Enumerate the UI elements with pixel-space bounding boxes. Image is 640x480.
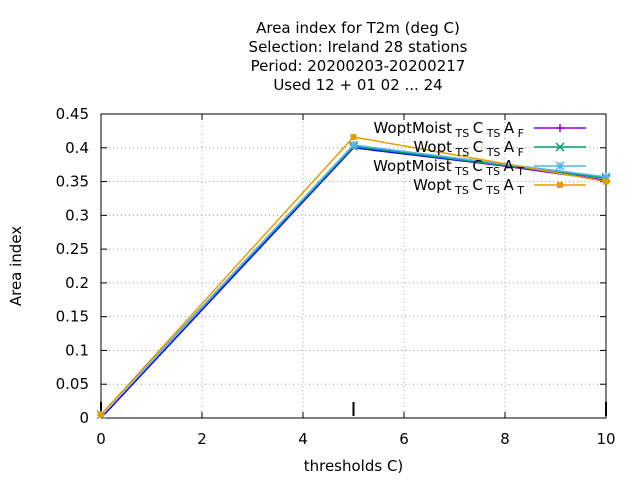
y-tick-label: 0.15 [56, 308, 89, 326]
chart-title: Area index for T2m (deg C)Selection: Ire… [249, 19, 468, 94]
legend-label: WoptMoist TS C TS A T [373, 157, 524, 178]
legend-label-part: Wopt [413, 176, 452, 194]
x-tick-label: 6 [399, 430, 409, 448]
legend-label: WoptMoist TS C TS A F [374, 119, 525, 140]
series-line-4 [100, 136, 607, 416]
legend-label-part: TS [452, 165, 473, 178]
x-tick-label: 8 [500, 430, 510, 448]
legend-label-part: TS [483, 127, 504, 140]
title-line: Used 12 + 01 02 ... 24 [273, 76, 442, 94]
legend-label-part: TS [452, 184, 473, 197]
data-point [350, 133, 357, 140]
title-line: Selection: Ireland 28 stations [249, 38, 468, 56]
legend-swatch-marker [557, 182, 563, 188]
legend-label-part: WoptMoist [373, 157, 452, 175]
title-line: Period: 20200203-20200217 [251, 57, 466, 75]
legend-label: Wopt TS C TS A T [413, 176, 524, 197]
y-tick-label: 0.4 [65, 139, 89, 157]
legend-label-part: Wopt [413, 138, 452, 156]
legend-label-part: A [504, 138, 515, 156]
series-line-2 [100, 145, 607, 416]
legend-label-part: C [473, 119, 483, 137]
legend-label-part: T [514, 165, 524, 178]
x-tick-label: 0 [96, 430, 106, 448]
y-tick-label: 0.1 [65, 341, 89, 359]
y-tick-label: 0.35 [56, 173, 89, 191]
y-axis-label: Area index [7, 226, 25, 306]
legend-label-part: TS [452, 127, 473, 140]
legend-label-part: TS [483, 146, 504, 159]
legend-label-part: TS [483, 184, 504, 197]
legend-label-part: C [472, 176, 482, 194]
legend: WoptMoist TS C TS A F Wopt TS C TS A F W… [373, 119, 586, 197]
x-tick-label: 10 [596, 430, 615, 448]
y-axis: 0 0.05 0.1 0.15 0.2 0.25 0.3 0.35 0.4 0.45 [56, 105, 606, 427]
legend-swatch-marker [556, 124, 564, 132]
x-axis-label: thresholds C) [304, 457, 404, 475]
series-line-3 [100, 144, 607, 416]
legend-label-part: C [473, 138, 483, 156]
series [96, 133, 611, 420]
legend-label-part: T [514, 184, 524, 197]
x-axis: 0 2 4 6 8 10 [96, 114, 616, 448]
legend-label-part: A [504, 119, 515, 137]
y-tick-label: 0.2 [65, 274, 89, 292]
legend-label-part: C [472, 157, 482, 175]
legend-swatch-marker [555, 142, 565, 152]
legend-label-part: F [514, 127, 524, 140]
x-tick-label: 2 [197, 430, 207, 448]
legend-label-part: TS [452, 146, 473, 159]
legend-label-part: WoptMoist [374, 119, 453, 137]
data-point [348, 140, 359, 150]
data-point [603, 178, 609, 185]
series-line-1 [100, 144, 607, 416]
legend-label-part: A [504, 176, 515, 194]
legend-label-part: F [514, 146, 524, 159]
x-tick-label: 4 [298, 430, 308, 448]
legend-label-part: A [504, 157, 515, 175]
plot-frame [100, 113, 607, 419]
y-tick-label: 0 [79, 409, 89, 427]
title-line: Area index for T2m (deg C) [256, 19, 460, 37]
y-tick-label: 0.45 [56, 105, 89, 123]
grid [101, 114, 606, 418]
legend-label: Wopt TS C TS A F [413, 138, 524, 159]
data-point [98, 411, 104, 418]
y-tick-label: 0.3 [65, 206, 89, 224]
y-tick-label: 0.05 [56, 375, 89, 393]
legend-label-part: TS [483, 165, 504, 178]
y-tick-label: 0.25 [56, 240, 89, 258]
data-point [601, 172, 611, 182]
legend-swatch-marker [555, 161, 565, 171]
